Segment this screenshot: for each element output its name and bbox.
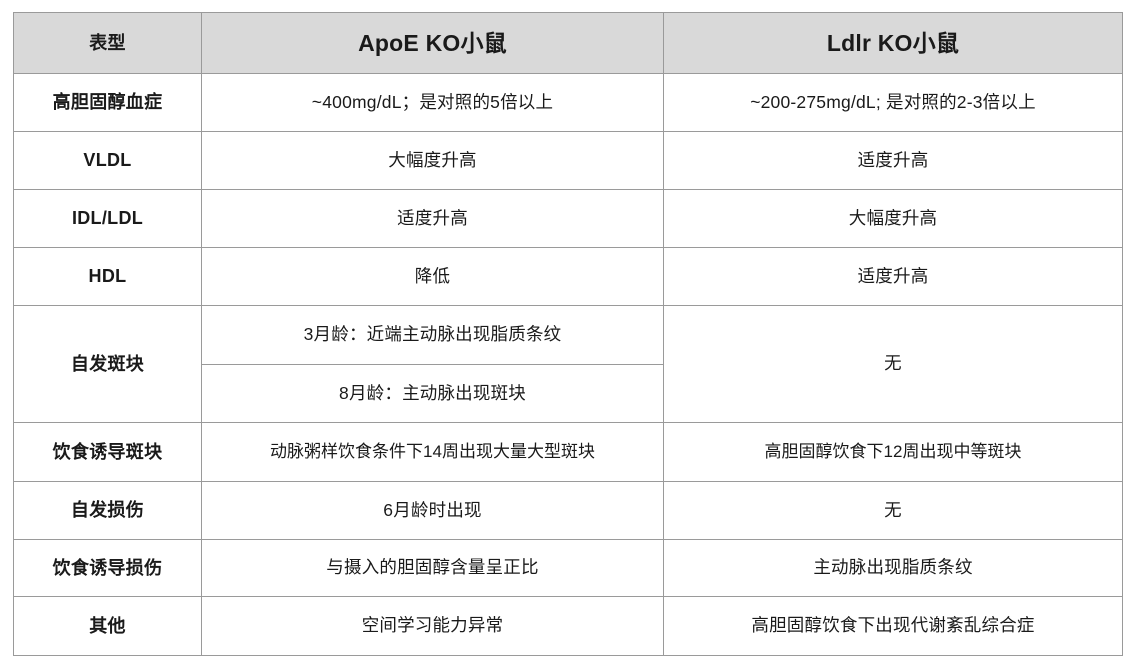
header-row: 表型 ApoE KO小鼠 Ldlr KO小鼠 <box>13 12 1123 74</box>
table-header: 表型 ApoE KO小鼠 Ldlr KO小鼠 <box>13 12 1123 74</box>
row-label-diet-induced-lesion: 饮食诱导损伤 <box>13 539 202 597</box>
cell-apoe-hypercholesterolemia: ~400mg/dL；是对照的5倍以上 <box>201 73 664 132</box>
row-label-hypercholesterolemia: 高胆固醇血症 <box>13 73 202 132</box>
table-row: VLDL 大幅度升高 适度升高 <box>13 131 1123 190</box>
phenotype-comparison-table: 表型 ApoE KO小鼠 Ldlr KO小鼠 高胆固醇血症 ~400mg/dL；… <box>13 12 1123 656</box>
cell-ldlr-idl-ldl: 大幅度升高 <box>663 189 1123 248</box>
table-row: HDL 降低 适度升高 <box>13 247 1123 306</box>
table-row: 饮食诱导损伤 与摄入的胆固醇含量呈正比 主动脉出现脂质条纹 <box>13 539 1123 597</box>
cell-apoe-spontaneous-lesion: 6月龄时出现 <box>201 481 664 540</box>
column-header-phenotype: 表型 <box>13 12 202 74</box>
row-label-spontaneous-plaque: 自发斑块 <box>13 305 202 423</box>
cell-ldlr-diet-induced-lesion: 主动脉出现脂质条纹 <box>663 539 1123 597</box>
cell-ldlr-hdl: 适度升高 <box>663 247 1123 306</box>
cell-apoe-spontaneous-plaque-3mo: 3月龄：近端主动脉出现脂质条纹 <box>201 305 664 365</box>
row-label-spontaneous-lesion: 自发损伤 <box>13 481 202 540</box>
cell-apoe-idl-ldl: 适度升高 <box>201 189 664 248</box>
row-label-diet-induced-plaque: 饮食诱导斑块 <box>13 422 202 482</box>
table-row: 饮食诱导斑块 动脉粥样饮食条件下14周出现大量大型斑块 高胆固醇饮食下12周出现… <box>13 422 1123 482</box>
column-header-apoe-ko: ApoE KO小鼠 <box>201 12 664 74</box>
table-row: IDL/LDL 适度升高 大幅度升高 <box>13 189 1123 248</box>
table-row: 8月龄：主动脉出现斑块 <box>14 364 1123 423</box>
cell-ldlr-spontaneous-plaque: 无 <box>663 305 1123 423</box>
cell-apoe-hdl: 降低 <box>201 247 664 306</box>
cell-apoe-diet-induced-plaque: 动脉粥样饮食条件下14周出现大量大型斑块 <box>201 422 664 482</box>
table-row: 自发损伤 6月龄时出现 无 <box>13 481 1123 540</box>
table-row: 自发斑块 3月龄：近端主动脉出现脂质条纹 无 <box>13 305 1123 423</box>
table-body: 高胆固醇血症 ~400mg/dL；是对照的5倍以上 ~200-275mg/dL;… <box>13 73 1123 656</box>
cell-ldlr-other: 高胆固醇饮食下出现代谢紊乱综合症 <box>663 596 1123 656</box>
table-row: 高胆固醇血症 ~400mg/dL；是对照的5倍以上 ~200-275mg/dL;… <box>13 73 1123 132</box>
row-label-vldl: VLDL <box>13 131 202 190</box>
cell-apoe-other: 空间学习能力异常 <box>201 596 664 656</box>
row-label-other: 其他 <box>13 596 202 656</box>
row-label-idl-ldl: IDL/LDL <box>13 189 202 248</box>
cell-apoe-spontaneous-plaque-8mo: 8月龄：主动脉出现斑块 <box>201 364 664 423</box>
cell-ldlr-hypercholesterolemia: ~200-275mg/dL; 是对照的2-3倍以上 <box>663 73 1123 132</box>
column-header-ldlr-ko: Ldlr KO小鼠 <box>663 12 1123 74</box>
table-row: 其他 空间学习能力异常 高胆固醇饮食下出现代谢紊乱综合症 <box>13 596 1123 656</box>
cell-ldlr-diet-induced-plaque: 高胆固醇饮食下12周出现中等斑块 <box>663 422 1123 482</box>
cell-apoe-diet-induced-lesion: 与摄入的胆固醇含量呈正比 <box>201 539 664 597</box>
row-label-hdl: HDL <box>13 247 202 306</box>
cell-ldlr-vldl: 适度升高 <box>663 131 1123 190</box>
cell-apoe-vldl: 大幅度升高 <box>201 131 664 190</box>
table-sheet: 表型 ApoE KO小鼠 Ldlr KO小鼠 高胆固醇血症 ~400mg/dL；… <box>13 12 1123 656</box>
cell-ldlr-spontaneous-lesion: 无 <box>663 481 1123 540</box>
